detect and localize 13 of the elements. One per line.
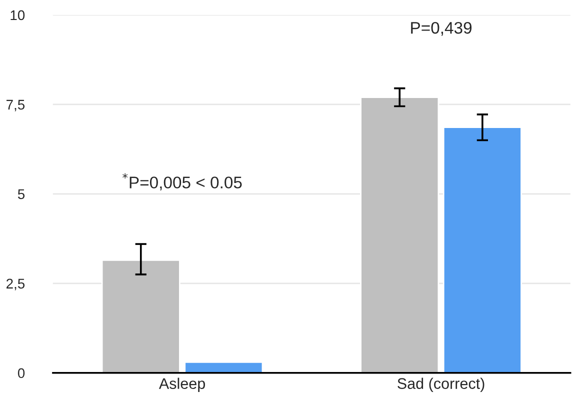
x-tick-label: Asleep xyxy=(158,378,205,392)
bar xyxy=(101,259,180,373)
x-tick-label: Sad (correct) xyxy=(398,378,484,392)
bar xyxy=(442,126,522,373)
annotation: $^{*}$P=0,005 < 0.05 xyxy=(122,173,242,190)
y-tick-label: 5 xyxy=(18,189,25,200)
y-tick-label: 0 xyxy=(18,368,25,378)
y-tick-label: 7,5 xyxy=(6,100,25,112)
y-tick-label: 10 xyxy=(10,10,25,20)
bar xyxy=(184,361,264,373)
bar xyxy=(360,96,440,373)
annotation: P=0,439 xyxy=(411,22,472,36)
y-tick-label: 2,5 xyxy=(6,278,25,290)
